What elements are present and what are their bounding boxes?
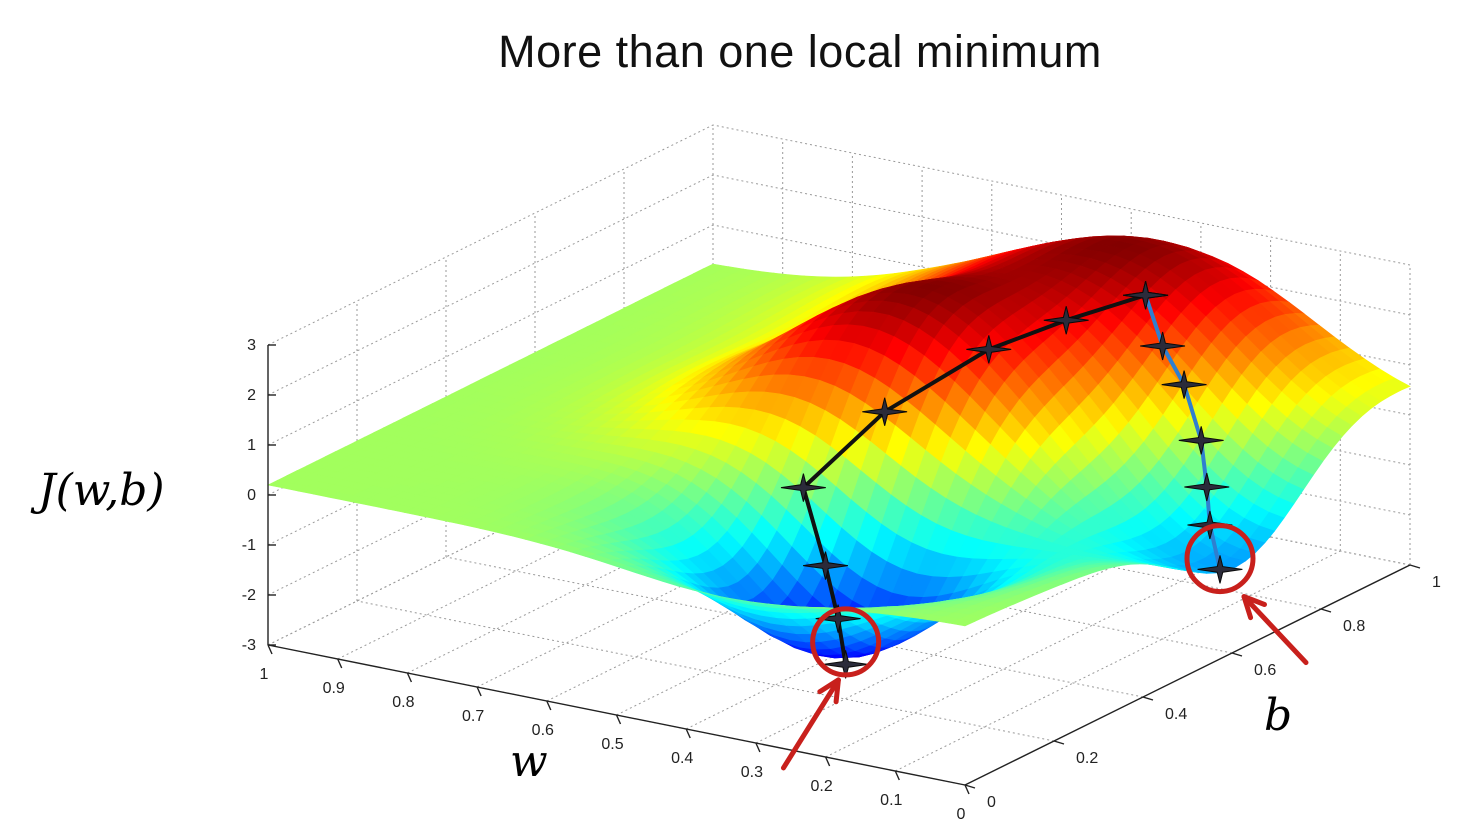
b-tick-mark bbox=[1320, 608, 1332, 613]
z-tick-label: -2 bbox=[242, 587, 256, 604]
descent-step-marker bbox=[803, 551, 848, 580]
w-tick-mark bbox=[894, 770, 900, 781]
w-tick-label: 0.1 bbox=[880, 792, 902, 809]
w-tick-label: 0.9 bbox=[323, 680, 345, 697]
b-tick-mark bbox=[964, 784, 976, 789]
w-tick-mark bbox=[337, 658, 343, 669]
w-tick-mark bbox=[685, 728, 691, 739]
descent-step-marker bbox=[815, 604, 861, 633]
w-tick-label: 0.3 bbox=[741, 764, 763, 781]
w-tick-mark bbox=[546, 700, 552, 711]
descent-step-marker bbox=[1043, 306, 1089, 335]
arrow-head bbox=[1241, 594, 1267, 621]
w-tick-mark bbox=[964, 784, 970, 795]
surface-patch bbox=[948, 618, 976, 627]
chart-title: More than one local minimum bbox=[498, 26, 1102, 77]
w-tick-label: 0.7 bbox=[462, 708, 484, 725]
descent-step-marker bbox=[823, 650, 869, 679]
b-tick-mark bbox=[1053, 740, 1065, 745]
grid-line bbox=[356, 600, 1055, 742]
w-tick-label: 0.4 bbox=[671, 750, 693, 767]
w-tick-mark bbox=[267, 644, 273, 655]
w-tick-label: 0.8 bbox=[392, 694, 414, 711]
b-tick-label: 1 bbox=[1432, 574, 1441, 591]
descent-step-marker bbox=[1123, 281, 1169, 310]
z-tick-label: -1 bbox=[242, 537, 256, 554]
b-axis-line bbox=[964, 564, 1411, 786]
w-tick-mark bbox=[406, 672, 413, 683]
w-tick-mark bbox=[755, 742, 761, 753]
minimum-circle bbox=[1184, 523, 1256, 595]
w-tick-mark bbox=[615, 714, 622, 725]
w-tick-label: 0.2 bbox=[810, 778, 832, 795]
z-tick-label: 3 bbox=[247, 337, 256, 354]
tick-labels: -3 -2 -1 0 1 2 3 0 0.1 0.2 0.3 0.4 0.5 0.6 0.7 0.8 0.9 1 0… bbox=[242, 337, 1441, 820]
arrow-shaft bbox=[780, 677, 841, 771]
descent-step-marker bbox=[1184, 472, 1230, 502]
b-tick-label: 0.8 bbox=[1343, 618, 1365, 635]
descent-step-marker bbox=[966, 335, 1012, 364]
minimum-highlights bbox=[780, 523, 1309, 771]
z-tick-label: 2 bbox=[247, 387, 256, 404]
descent-step-marker bbox=[780, 473, 826, 502]
b-tick-mark bbox=[1142, 696, 1154, 701]
z-tick-label: 0 bbox=[247, 487, 256, 504]
z-tick-label: 1 bbox=[247, 437, 256, 454]
w-axis-label: w bbox=[510, 736, 548, 787]
b-tick-label: 0.4 bbox=[1165, 706, 1187, 723]
w-tick-label: 1 bbox=[260, 666, 269, 683]
b-tick-mark bbox=[1409, 564, 1421, 569]
descent-step-marker bbox=[1161, 370, 1207, 399]
w-tick-label: 0.5 bbox=[601, 736, 623, 753]
descent-step-marker bbox=[1140, 331, 1186, 361]
arrow-head bbox=[817, 677, 841, 705]
arrow-shaft bbox=[1241, 594, 1309, 666]
w-tick-mark bbox=[476, 686, 482, 697]
w-tick-mark bbox=[824, 756, 831, 767]
b-tick-label: 0.6 bbox=[1254, 662, 1276, 679]
minimum-circle bbox=[810, 606, 882, 678]
w-tick-label: 0.6 bbox=[532, 722, 554, 739]
b-tick-mark bbox=[1231, 652, 1243, 657]
b-tick-label: 0 bbox=[987, 794, 996, 811]
z-axis-label: J(w,b) bbox=[30, 465, 165, 516]
descent-step-marker bbox=[862, 397, 908, 426]
descent-step-marker bbox=[1197, 555, 1243, 584]
grid-line bbox=[712, 124, 1411, 266]
w-tick-label: 0 bbox=[957, 806, 966, 820]
b-tick-label: 0.2 bbox=[1076, 750, 1098, 767]
descent-step-marker bbox=[1178, 426, 1224, 455]
b-axis-label: b bbox=[1264, 690, 1292, 741]
surface-mesh bbox=[267, 235, 1411, 659]
z-tick-label: -3 bbox=[242, 637, 256, 654]
